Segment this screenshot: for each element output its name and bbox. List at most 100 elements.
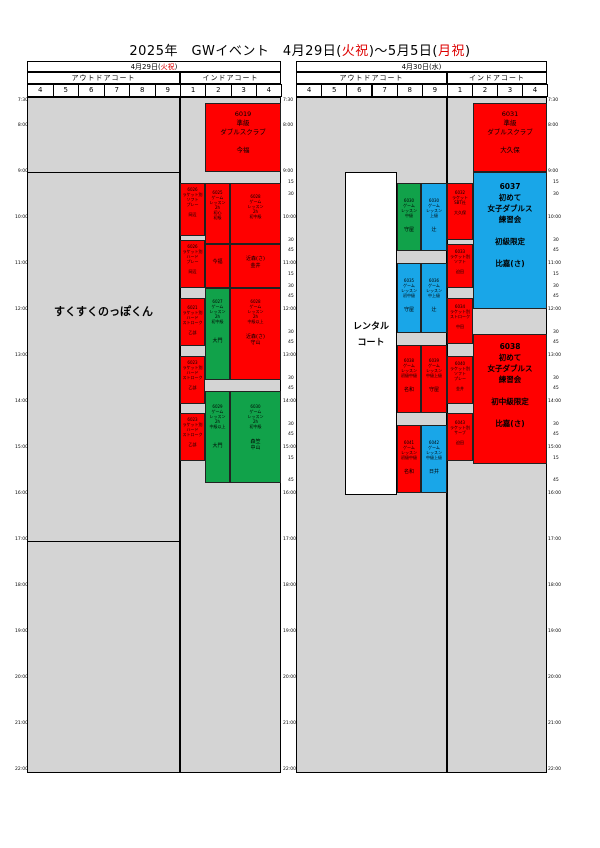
page-title: 2025年 GWイベント 4月29日(火祝)〜5月5日(月祝) <box>129 44 471 59</box>
event-6038[interactable]: 6038 初めて 女子ダブルス 練習会 初中級限定 比嘉(さ) <box>473 334 547 464</box>
minor-time-label: 30 <box>288 422 294 427</box>
time-label: 14:00 <box>283 399 296 404</box>
minor-time-label: 30 <box>553 376 559 381</box>
rental-court[interactable]: レンタル コート <box>345 172 397 495</box>
event-6023-a[interactable]: 6023 ラケット別 ハード ストローク 乙部 <box>180 356 205 404</box>
day2-indoor-col-1: 1 <box>447 84 473 97</box>
event-6031[interactable]: 6031 準級 ダブルスクラブ 大久保 <box>473 103 547 172</box>
minor-time-label: 30 <box>553 330 559 335</box>
day1-indoor-col-4: 4 <box>255 84 282 97</box>
day1-outdoor-area <box>27 97 180 773</box>
day1-outdoor-col-4: 7 <box>103 84 130 97</box>
event-6021[interactable]: 6021 ラケット別 ハード ストローク 乙部 <box>180 298 205 346</box>
day2-outdoor-col-4: 7 <box>371 84 398 97</box>
event-6023-b[interactable]: 6023 ラケット別 ハード ストローク 乙部 <box>180 413 205 461</box>
time-label: 7:30 <box>283 98 294 103</box>
event-6025[interactable]: 6025 ゲーム レッスン 2h 初心 初級 <box>205 183 230 244</box>
event-6027[interactable]: 6027 ゲーム レッスン 2h 初中級 大門 <box>205 288 230 380</box>
event-d2-r3[interactable]: 6034 ラケット別 ストローク 中田 <box>447 298 473 344</box>
day2-outdoor-header: アウトドアコート <box>296 72 447 84</box>
time-label: 13:00 <box>15 353 28 358</box>
time-label: 15:00 <box>283 445 296 450</box>
event-6029[interactable]: 6029 ゲーム レッスン 2h 中級以上 大門 <box>205 391 230 483</box>
event-d2-bl3[interactable]: 6036 ゲーム レッスン 中上級 辻 <box>421 263 447 333</box>
time-label: 22:00 <box>548 767 561 772</box>
time-label: 7:30 <box>17 98 28 103</box>
minor-time-label: 45 <box>553 386 559 391</box>
minor-time-label: 45 <box>288 248 294 253</box>
minor-time-label: 45 <box>288 386 294 391</box>
minor-time-label: 30 <box>553 192 559 197</box>
event-d2-r1[interactable]: 6032 ラケット SBT社 大久保 <box>447 183 473 240</box>
minor-time-label: 45 <box>553 340 559 345</box>
event-d2-r2[interactable]: 6033 ラケット別 ソフト 迫田 <box>447 244 473 288</box>
event-kondo[interactable]: 近森(さ) 金井 <box>230 244 281 288</box>
day2-outdoor-col-3: 6 <box>346 84 373 97</box>
event-6026-b[interactable]: 6026 ラケット別 ハード プレー 岡辺 <box>180 240 205 288</box>
minor-time-label: 45 <box>288 340 294 345</box>
time-label: 9:00 <box>548 169 559 174</box>
day1-outdoor-col-3: 6 <box>78 84 105 97</box>
minor-time-label: 45 <box>553 432 559 437</box>
minor-time-label: 30 <box>288 330 294 335</box>
event-d2-bl4[interactable]: 6042 ゲーム レッスン 中級上級 日井 <box>421 425 447 493</box>
time-label: 10:00 <box>548 215 561 220</box>
time-label: 10:00 <box>283 215 296 220</box>
day1-indoor-col-1: 1 <box>180 84 207 97</box>
day1-indoor-col-3: 3 <box>230 84 257 97</box>
day1-outdoor-col-5: 8 <box>129 84 156 97</box>
time-label: 14:00 <box>548 399 561 404</box>
event-d2-r5[interactable]: 6039 ゲーム レッスン 中級上級 守屋 <box>421 345 447 413</box>
time-label: 12:00 <box>283 307 296 312</box>
day2-indoor-header: インドアコート <box>447 72 547 84</box>
time-label: 12:00 <box>15 307 28 312</box>
event-d2-r7[interactable]: 6041 ゲーム レッスン 初級中級 名和 <box>397 425 421 493</box>
time-label: 22:00 <box>15 767 28 772</box>
time-label: 21:00 <box>548 721 561 726</box>
event-imafuku[interactable]: 今福 <box>205 244 230 288</box>
event-6019[interactable]: 6019 準級 ダブルスクラブ 今福 <box>205 103 281 172</box>
time-label: 16:00 <box>15 491 28 496</box>
minor-time-label: 45 <box>288 432 294 437</box>
minor-time-label: 15 <box>288 456 294 461</box>
minor-time-label: 15 <box>288 180 294 185</box>
time-label: 15:00 <box>548 445 561 450</box>
event-6028[interactable]: 6028 ゲーム レッスン 2h 初中級 <box>230 183 281 244</box>
time-label: 22:00 <box>283 767 296 772</box>
time-label: 9:00 <box>283 169 294 174</box>
event-d2-r4[interactable]: 6038 ゲーム レッスン 初級中級 名和 <box>397 345 421 413</box>
event-6028-b[interactable]: 6028 ゲーム レッスン 2h 中級以上 近森(さ) 守山 <box>230 288 281 380</box>
time-label: 20:00 <box>15 675 28 680</box>
event-6026-a[interactable]: 6026 ラケット別 ソフト プレー 岡辺 <box>180 183 205 236</box>
time-label: 11:00 <box>548 261 561 266</box>
time-label: 17:00 <box>283 537 296 542</box>
time-label: 8:00 <box>17 123 28 128</box>
minor-time-label: 15 <box>553 456 559 461</box>
event-d2-bl2[interactable]: 6035 ゲーム レッスン 初中級 守屋 <box>397 263 421 333</box>
minor-time-label: 30 <box>553 422 559 427</box>
day1-indoor-col-2: 2 <box>205 84 232 97</box>
event-6037[interactable]: 6037 初めて 女子ダブルス 練習会 初級限定 比嘉(さ) <box>473 172 547 309</box>
time-label: 10:00 <box>15 215 28 220</box>
day2-indoor-col-3: 3 <box>497 84 523 97</box>
time-label: 7:30 <box>548 98 559 103</box>
time-label: 18:00 <box>15 583 28 588</box>
day1-outdoor-col-1: 4 <box>27 84 54 97</box>
time-label: 9:00 <box>17 169 28 174</box>
minor-time-label: 45 <box>553 294 559 299</box>
time-label: 11:00 <box>283 261 296 266</box>
time-label: 13:00 <box>548 353 561 358</box>
minor-time-label: 15 <box>288 272 294 277</box>
event-d2-r6[interactable]: 6040 ラケット別 ソフト プレー 金井 <box>447 356 473 404</box>
time-label: 12:00 <box>548 307 561 312</box>
time-label: 16:00 <box>283 491 296 496</box>
event-d2-r8[interactable]: 6043 ラケット別 サーブ 迫田 <box>447 413 473 461</box>
day2-indoor-col-2: 2 <box>472 84 498 97</box>
event-d2-g1[interactable]: 6030 ゲーム レッスン 中級 守屋 <box>397 183 421 251</box>
event-6030[interactable]: 6030 ゲーム レッスン 2h 初中級 森笠 中山 <box>230 391 281 483</box>
day1-outdoor-header: アウトドアコート <box>27 72 180 84</box>
time-label: 20:00 <box>548 675 561 680</box>
day1-outdoor-col-6: 9 <box>154 84 181 97</box>
day1-outdoor-col-2: 5 <box>52 84 79 97</box>
event-d2-bl1[interactable]: 6030 ゲーム レッスン 上級 辻 <box>421 183 447 251</box>
